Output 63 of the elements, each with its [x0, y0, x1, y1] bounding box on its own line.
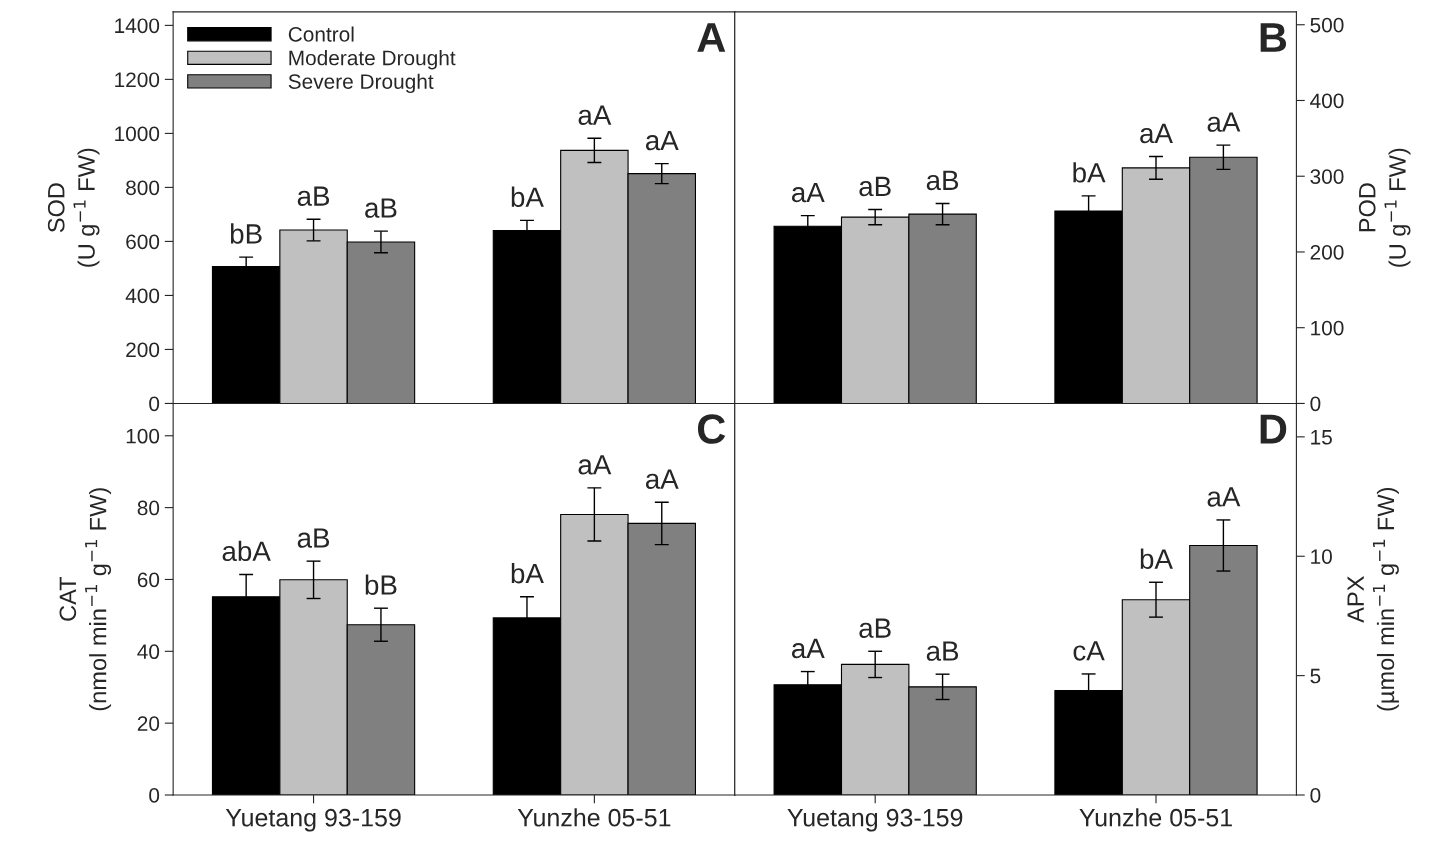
- y-tick-label: 0: [149, 396, 160, 412]
- data-label: aA: [578, 105, 612, 125]
- data-label: aA: [1207, 487, 1241, 507]
- y-tick-label: 100: [1311, 320, 1344, 336]
- legend-label: Moderate Drought: [289, 50, 456, 70]
- data-label: aA: [645, 130, 679, 151]
- y-tick-label: 200: [126, 342, 160, 358]
- y-tick-label: 600: [126, 234, 160, 250]
- y-axis-title: SOD (U g$^{−1}$ FW): [47, 148, 100, 267]
- data-label: aB: [297, 186, 330, 206]
- y-tick-label: 0: [149, 788, 160, 803]
- data-label: aB: [859, 176, 891, 197]
- y-tick-label: 5: [1310, 668, 1321, 684]
- y-tick-label: 1000: [115, 126, 160, 142]
- data-label: bA: [511, 186, 544, 208]
- data-label: bA: [1073, 162, 1106, 183]
- data-label: aA: [791, 638, 825, 659]
- y-tick-label: 1400: [115, 18, 160, 34]
- annotation: C: [697, 414, 726, 444]
- data-label: aB: [859, 618, 891, 638]
- y-tick-label: 100: [126, 428, 160, 444]
- data-label: aA: [1140, 123, 1173, 144]
- legend-label: Severe Drought: [288, 73, 434, 94]
- y-tick-label: 300: [1310, 169, 1344, 184]
- data-label: bA: [511, 562, 544, 584]
- y-tick-label: 60: [137, 572, 160, 588]
- annotation: A: [697, 23, 726, 52]
- y-axis-title: CAT (nmol min$^{−1}$ g$^{−1}$ FW): [59, 488, 112, 711]
- data-label: aB: [365, 198, 397, 218]
- legend-label: Control: [288, 26, 354, 42]
- y-tick-label: 1200: [115, 72, 160, 88]
- x-tick-label: Yunzhe 05-51: [1079, 808, 1232, 827]
- y-tick-label: 200: [1310, 244, 1344, 260]
- x-tick-label: Yunzhe 05-51: [517, 808, 671, 827]
- y-axis-title: POD (U g$^{−1}$ FW): [1358, 148, 1411, 267]
- data-label: aB: [926, 641, 959, 661]
- data-label: aA: [578, 455, 612, 475]
- y-axis-title: APX (µmol min$^{−1}$ g$^{−1}$ FW): [1347, 488, 1399, 711]
- data-label: aA: [1207, 112, 1241, 132]
- annotation: B: [1260, 23, 1287, 52]
- y-tick-label: 10: [1311, 549, 1332, 564]
- data-label: aB: [297, 528, 330, 548]
- y-tick-label: 20: [137, 716, 160, 731]
- y-tick-label: 400: [1310, 93, 1344, 109]
- y-tick-label: 0: [1310, 396, 1321, 412]
- y-tick-label: 15: [1311, 430, 1332, 445]
- y-tick-label: 800: [126, 180, 160, 196]
- data-label: abA: [222, 540, 271, 562]
- data-label: aA: [645, 469, 679, 489]
- x-tick-label: Yuetang 93-159: [787, 808, 963, 832]
- y-tick-label: 0: [1310, 788, 1321, 803]
- data-label: cA: [1073, 641, 1105, 661]
- data-label: aB: [926, 170, 959, 191]
- data-label: bB: [365, 574, 397, 595]
- x-tick-label: Yuetang 93-159: [225, 808, 401, 832]
- data-label: bB: [230, 223, 262, 244]
- y-tick-label: 500: [1310, 17, 1344, 33]
- annotation: D: [1260, 414, 1287, 444]
- data-label: bA: [1140, 548, 1173, 569]
- data-label: aA: [791, 182, 825, 203]
- y-tick-label: 400: [125, 288, 160, 304]
- y-tick-label: 80: [137, 500, 160, 516]
- y-tick-label: 40: [137, 644, 160, 660]
